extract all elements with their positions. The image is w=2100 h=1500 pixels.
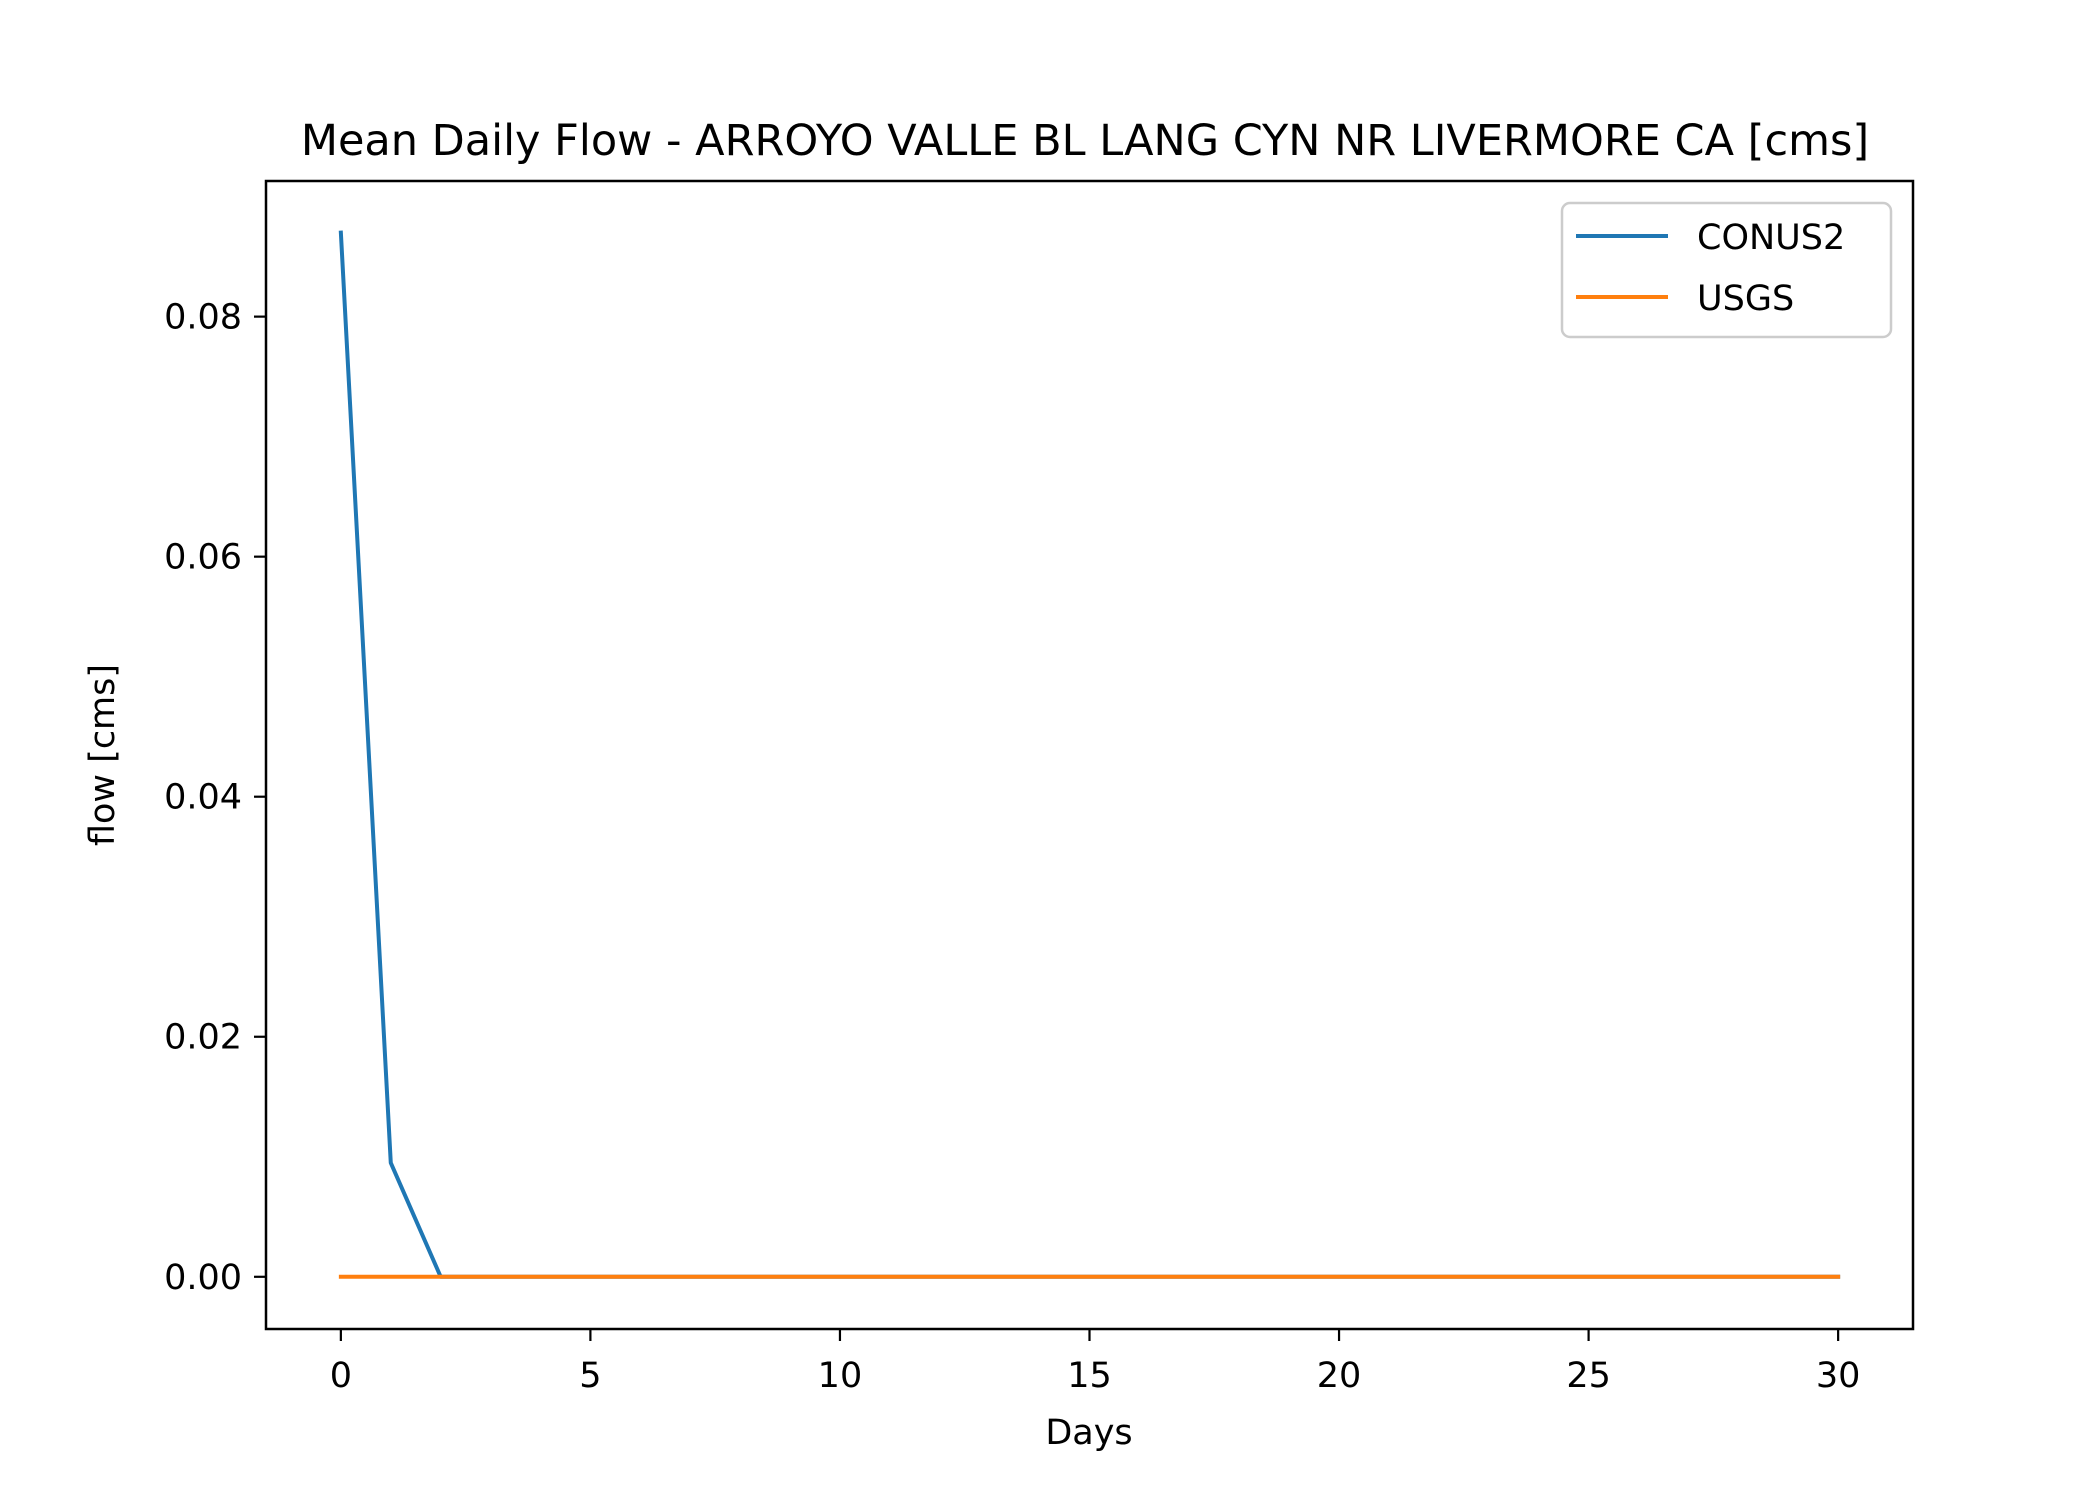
legend: CONUS2 USGS xyxy=(1560,201,1893,339)
plot-area xyxy=(264,179,1915,1331)
x-tick-label: 25 xyxy=(1566,1356,1611,1396)
x-tick-label: 20 xyxy=(1317,1356,1362,1396)
y-tick-label: 0.02 xyxy=(164,1018,242,1058)
legend-label-usgs: USGS xyxy=(1697,279,1794,319)
x-axis: 0 5 10 15 20 25 30 xyxy=(330,1329,1861,1396)
plot-frame xyxy=(264,179,1915,1331)
x-axis-label: Days xyxy=(1045,1413,1132,1453)
x-tick-label: 5 xyxy=(579,1356,601,1396)
y-axis: 0.00 0.02 0.04 0.06 0.08 xyxy=(164,298,266,1298)
y-tick-label: 0.04 xyxy=(164,778,242,818)
y-axis-label: flow [cms] xyxy=(83,664,123,846)
x-tick-label: 15 xyxy=(1067,1356,1112,1396)
x-tick-label: 30 xyxy=(1816,1356,1861,1396)
x-tick-label: 10 xyxy=(818,1356,863,1396)
x-tick-label: 0 xyxy=(330,1356,352,1396)
series-layer xyxy=(338,230,1841,1279)
series-line-conus2 xyxy=(338,230,1841,1279)
chart-title: Mean Daily Flow - ARROYO VALLE BL LANG C… xyxy=(301,116,1869,166)
y-tick-label: 0.00 xyxy=(164,1258,242,1298)
y-tick-label: 0.06 xyxy=(164,538,242,578)
y-tick-label: 0.08 xyxy=(164,298,242,338)
legend-label-conus2: CONUS2 xyxy=(1697,218,1845,258)
